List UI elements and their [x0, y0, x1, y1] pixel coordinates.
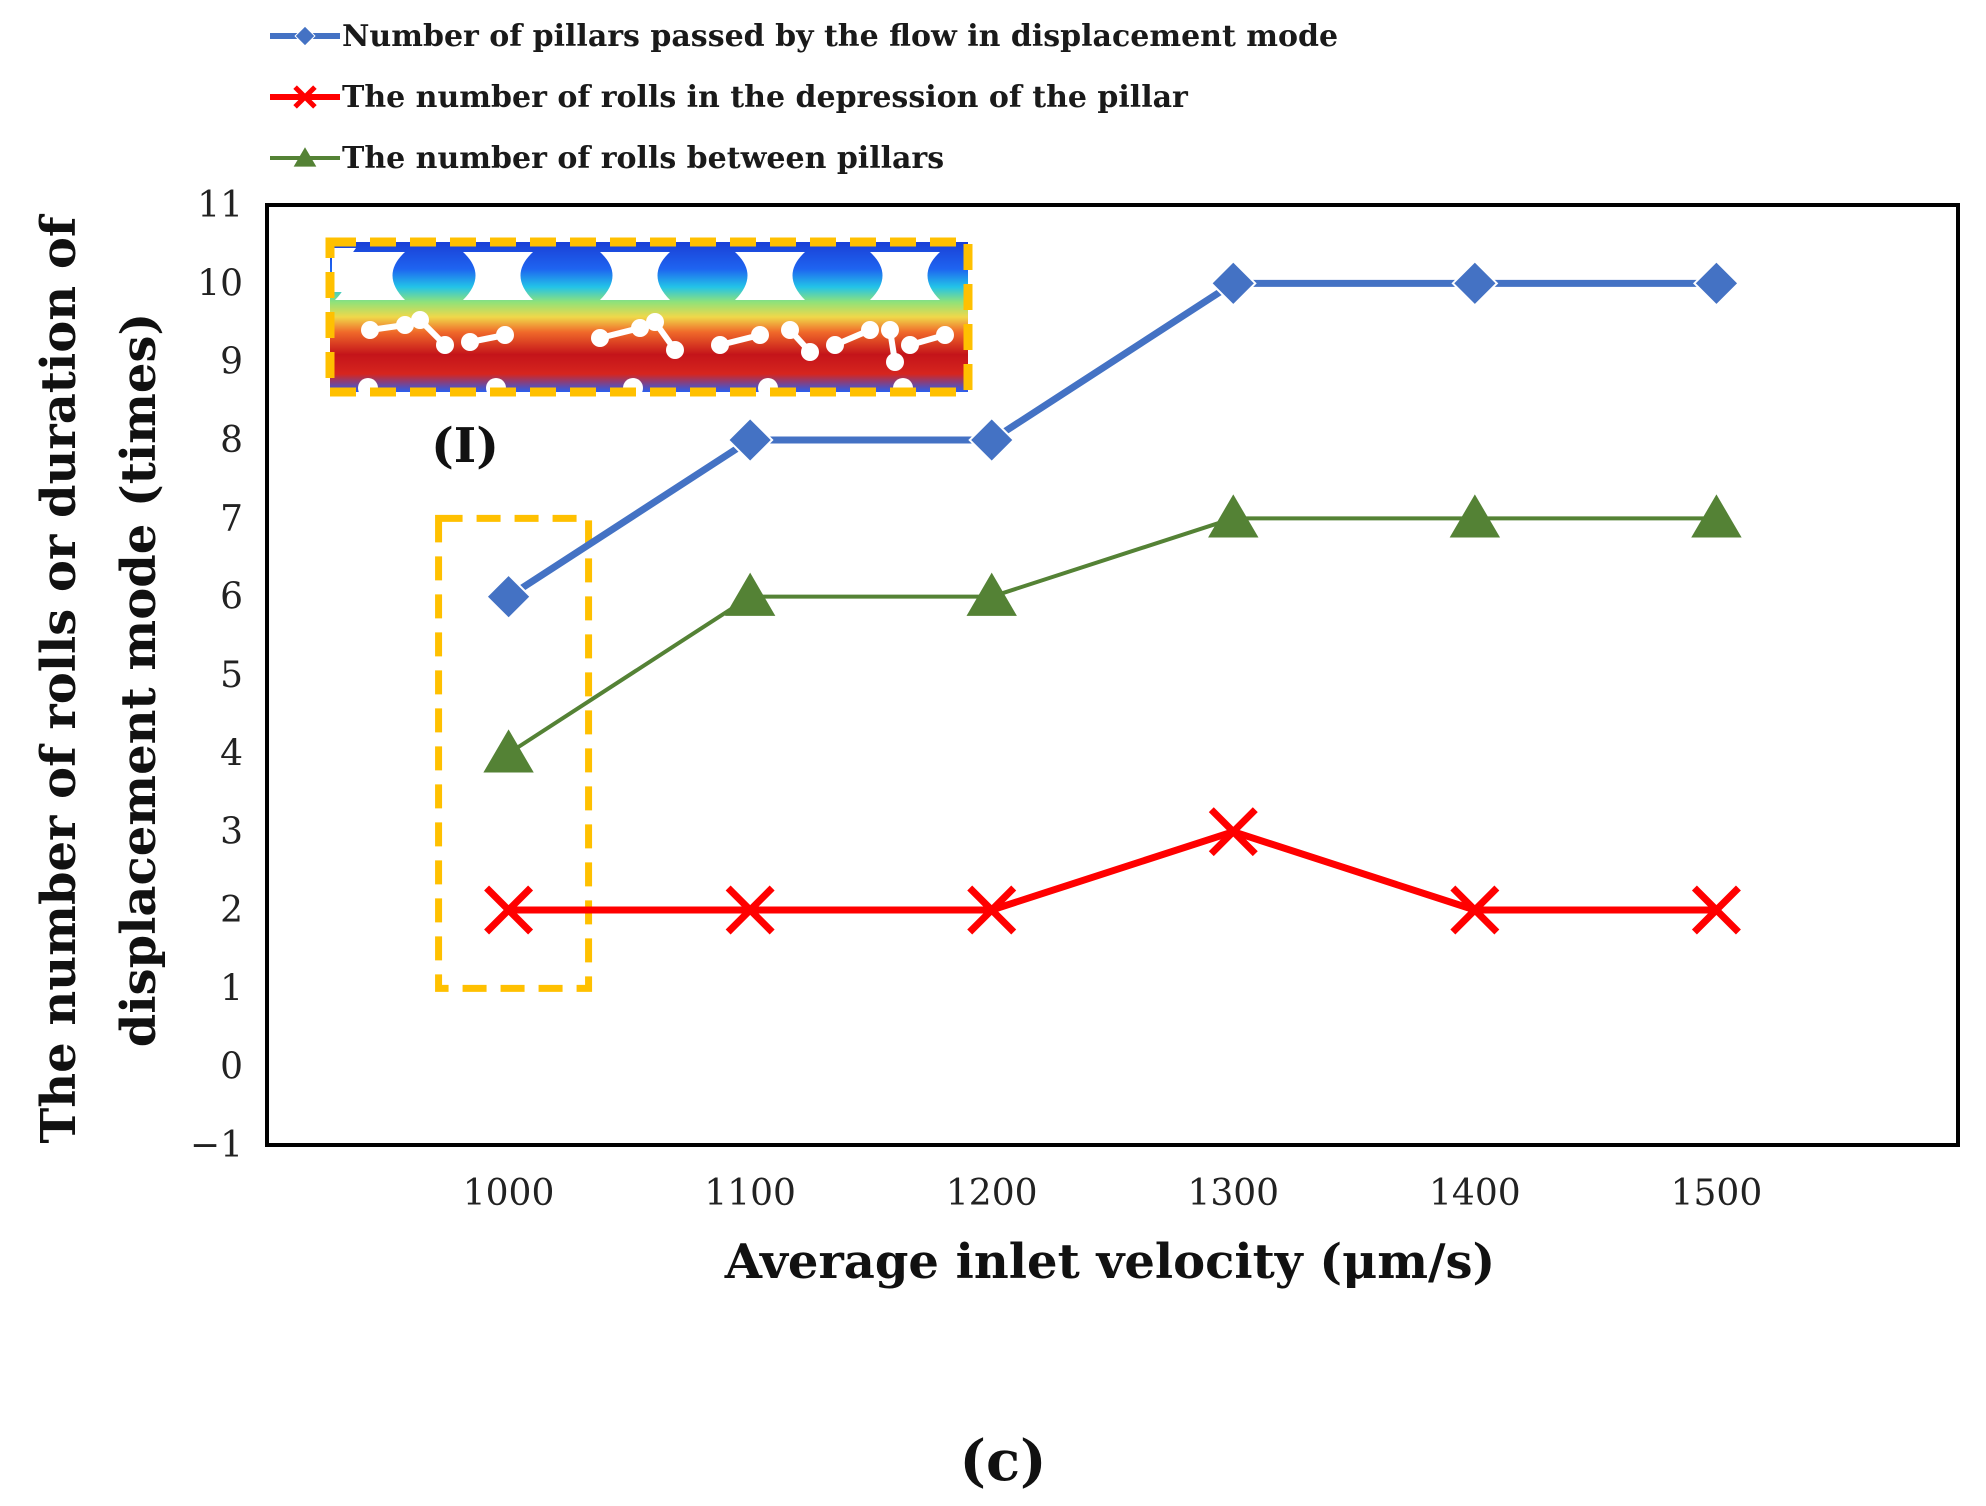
series-3: [483, 494, 1742, 773]
y-tick-label: 0: [220, 1047, 243, 1088]
x-tick-label: 1000: [463, 1173, 555, 1214]
inset-label: (I): [431, 418, 499, 474]
series-line: [507, 516, 1717, 756]
y-tick-label: 1: [220, 968, 243, 1009]
y-tick-label: 11: [197, 185, 243, 226]
data-point: [484, 885, 534, 935]
legend-label: The number of rolls between pillars: [342, 141, 944, 176]
data-point: [968, 416, 1016, 464]
legend-label: The number of rolls in the depression of…: [342, 80, 1189, 115]
y-tick-label: 10: [197, 263, 243, 304]
data-point: [1691, 885, 1741, 935]
x-axis-title: Average inlet velocity (μm/s): [724, 1234, 1496, 1290]
inset-flow-simulation-image: [325, 237, 973, 397]
data-point: [1449, 494, 1501, 538]
y-axis-title-line-2: displacement mode (times): [111, 313, 167, 1047]
series-2: [484, 807, 1741, 935]
data-point: [1451, 259, 1499, 307]
legend-label: Number of pillars passed by the flow in …: [342, 19, 1338, 54]
y-tick-label: −1: [190, 1125, 243, 1166]
y-tick-label: 5: [220, 655, 243, 696]
y-axis-title: The number of rolls or duration of displ…: [31, 213, 167, 1143]
legend-marker: [293, 147, 317, 167]
series-line: [506, 279, 1717, 600]
x-tick-label: 1500: [1671, 1173, 1763, 1214]
y-tick-label: 8: [220, 420, 243, 461]
highlight-box: [435, 514, 593, 992]
data-point: [1693, 259, 1740, 307]
data-point: [1208, 807, 1258, 857]
x-tick-label: 1200: [946, 1173, 1038, 1214]
data-point: [1209, 259, 1257, 307]
y-tick-label: 3: [220, 812, 243, 853]
y-tick-label: 4: [220, 733, 243, 774]
x-tick-label: 1100: [704, 1173, 796, 1214]
y-tick-label: 9: [220, 342, 243, 383]
y-tick-label: 7: [220, 498, 243, 539]
x-tick-label: 1300: [1187, 1173, 1279, 1214]
legend-item: Number of pillars passed by the flow in …: [270, 19, 1338, 54]
legend: Number of pillars passed by the flow in …: [270, 19, 1338, 176]
data-point: [724, 572, 776, 616]
data-point: [967, 885, 1017, 935]
data-point: [966, 572, 1017, 616]
data-point: [483, 729, 534, 773]
plot-area-frame: [265, 203, 1960, 1147]
data-point: [1691, 494, 1742, 538]
y-tick-label: 6: [220, 577, 243, 618]
legend-item: The number of rolls in the depression of…: [270, 80, 1189, 115]
series-line: [508, 828, 1717, 914]
data-point: [726, 416, 774, 464]
data-point: [1208, 494, 1259, 538]
y-tick-label: 2: [220, 890, 243, 931]
y-axis-ticks: −1 0 1 2 3 4 5 6 7 8 9 10 11: [190, 185, 243, 1166]
y-axis-title-line-1: The number of rolls or duration of: [31, 213, 87, 1143]
x-axis-ticks: 1000 1100 1200 1300 1400 1500: [463, 1173, 1762, 1214]
legend-marker: [293, 85, 317, 109]
data-point: [485, 573, 532, 621]
legend-item: The number of rolls between pillars: [270, 141, 944, 176]
x-tick-label: 1400: [1429, 1173, 1521, 1214]
data-point: [725, 885, 775, 935]
data-point: [1450, 885, 1500, 935]
figure-caption: (c): [959, 1428, 1046, 1494]
series-layer: [483, 259, 1742, 935]
series-1: [485, 259, 1740, 621]
legend-marker: [294, 25, 316, 47]
